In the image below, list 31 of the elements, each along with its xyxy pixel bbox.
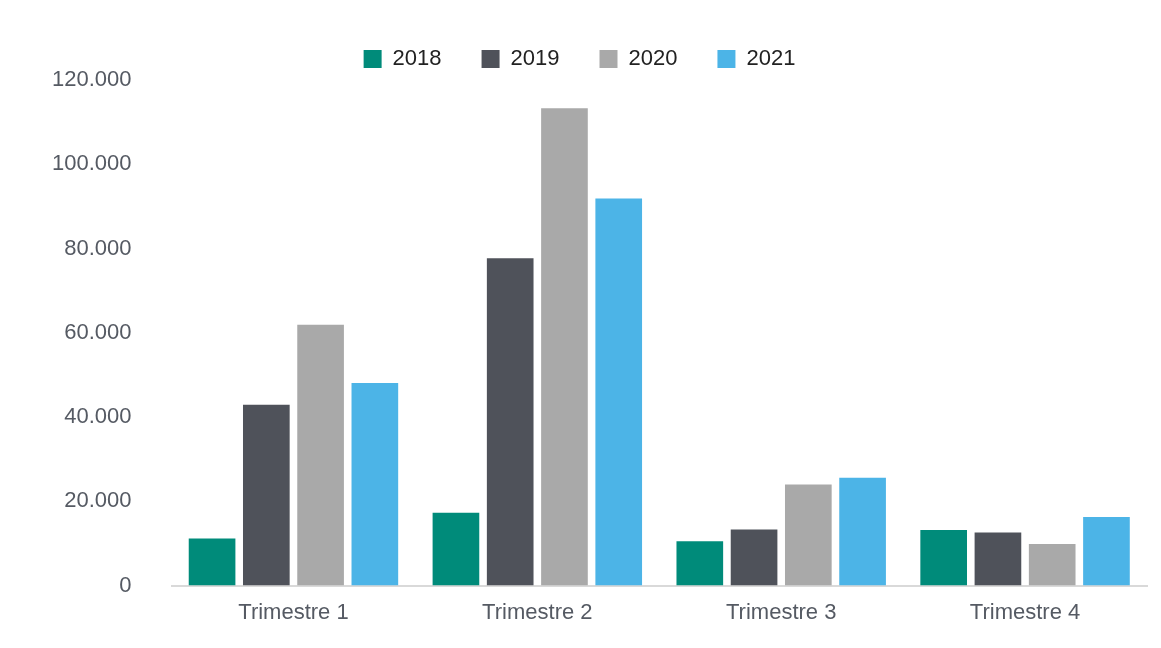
y-tick-label: 20.000 [64, 487, 132, 513]
bar [839, 477, 886, 586]
bar [1028, 543, 1076, 586]
bar [432, 512, 480, 586]
bar [785, 484, 832, 586]
x-tick-label: Trimestre 2 [482, 598, 593, 624]
x-tick-label: Trimestre 3 [725, 598, 837, 624]
bar [974, 532, 1022, 586]
bar [595, 198, 643, 586]
y-tick-label: 0 [119, 571, 132, 597]
y-tick-label: 60.000 [64, 318, 132, 344]
bar [486, 258, 534, 586]
bar [1083, 516, 1130, 586]
x-tick-label: Trimestre 1 [238, 598, 349, 624]
bar [243, 404, 290, 586]
legend-label: 2018 [392, 45, 442, 71]
bar [730, 529, 778, 586]
bar [920, 529, 968, 586]
legend-label: 2021 [746, 45, 796, 71]
bar [541, 108, 588, 586]
y-tick-label: 80.000 [64, 234, 132, 260]
legend-label: 2020 [628, 45, 678, 71]
y-tick-label: 120.000 [51, 66, 132, 92]
legend-label: 2019 [510, 45, 560, 71]
bar [351, 382, 399, 586]
bar [297, 324, 344, 586]
y-tick-label: 40.000 [64, 403, 132, 429]
bar [188, 538, 236, 586]
x-tick-label: Trimestre 4 [969, 598, 1081, 624]
y-tick-label: 100.000 [51, 150, 132, 176]
bar [676, 541, 724, 586]
